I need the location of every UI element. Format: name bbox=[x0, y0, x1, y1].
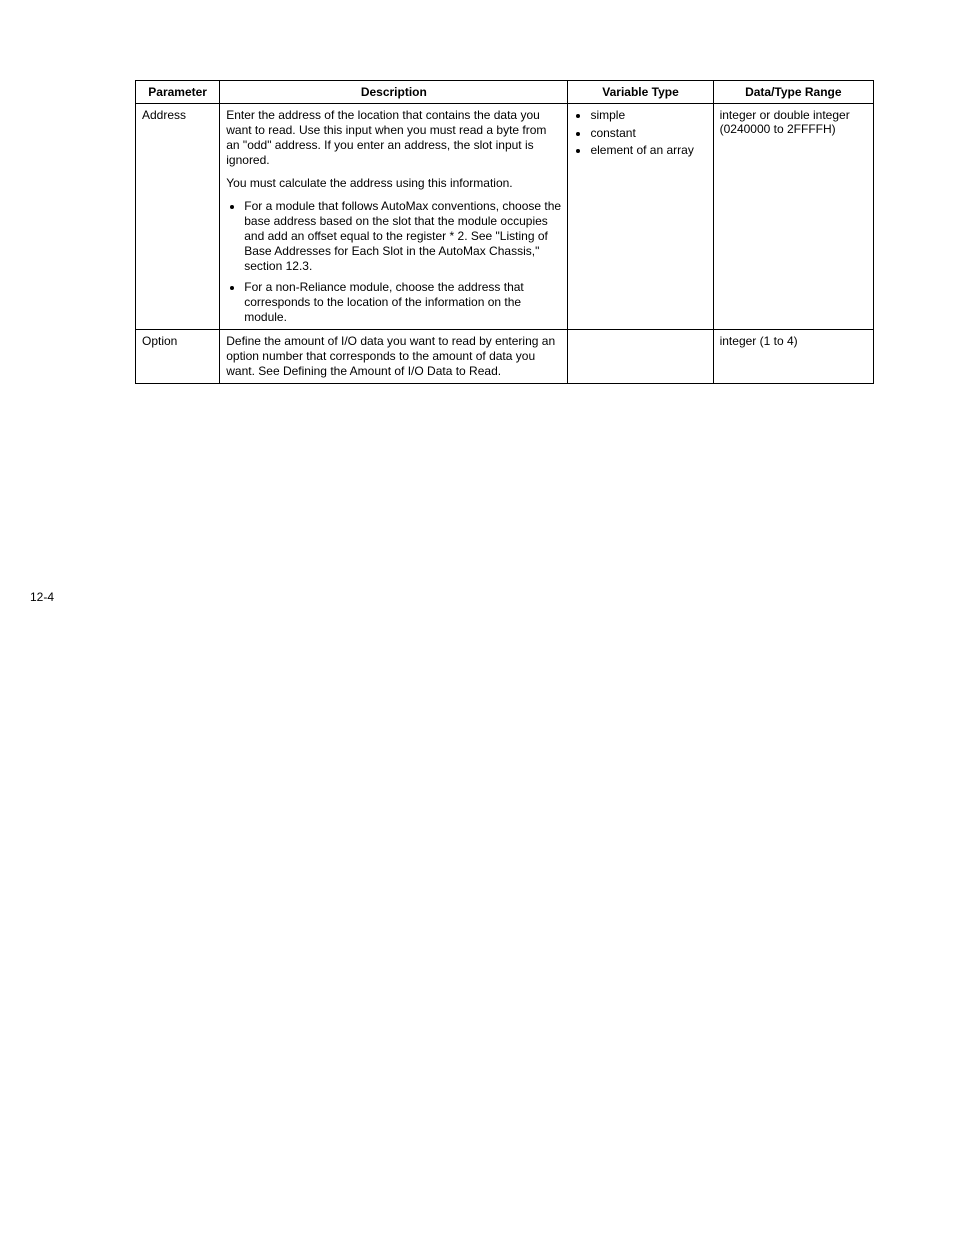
header-data-type-range: Data/Type Range bbox=[713, 81, 873, 104]
cell-data-type-range: integer (1 to 4) bbox=[713, 330, 873, 384]
header-parameter: Parameter bbox=[136, 81, 220, 104]
page-number: 12-4 bbox=[30, 590, 54, 604]
cell-parameter: Option bbox=[136, 330, 220, 384]
cell-variable-type: simple constant element of an array bbox=[568, 104, 713, 330]
vartype-bullet-list: simple constant element of an array bbox=[574, 108, 706, 159]
desc-paragraph: Define the amount of I/O data you want t… bbox=[226, 334, 561, 379]
desc-bullet-list: For a module that follows AutoMax conven… bbox=[226, 199, 561, 325]
cell-variable-type bbox=[568, 330, 713, 384]
desc-bullet-item: For a non-Reliance module, choose the ad… bbox=[244, 280, 561, 325]
table-row: Option Define the amount of I/O data you… bbox=[136, 330, 874, 384]
desc-bullet-item: For a module that follows AutoMax conven… bbox=[244, 199, 561, 274]
table-header-row: Parameter Description Variable Type Data… bbox=[136, 81, 874, 104]
vartype-bullet-item: constant bbox=[590, 126, 706, 142]
vartype-bullet-item: element of an array bbox=[590, 143, 706, 159]
parameter-table: Parameter Description Variable Type Data… bbox=[135, 80, 874, 384]
cell-parameter: Address bbox=[136, 104, 220, 330]
header-variable-type: Variable Type bbox=[568, 81, 713, 104]
desc-paragraph: You must calculate the address using thi… bbox=[226, 176, 561, 191]
header-description: Description bbox=[220, 81, 568, 104]
cell-description: Define the amount of I/O data you want t… bbox=[220, 330, 568, 384]
cell-description: Enter the address of the location that c… bbox=[220, 104, 568, 330]
vartype-bullet-item: simple bbox=[590, 108, 706, 124]
desc-paragraph: Enter the address of the location that c… bbox=[226, 108, 561, 168]
table-row: Address Enter the address of the locatio… bbox=[136, 104, 874, 330]
cell-data-type-range: integer or double integer (0240000 to 2F… bbox=[713, 104, 873, 330]
